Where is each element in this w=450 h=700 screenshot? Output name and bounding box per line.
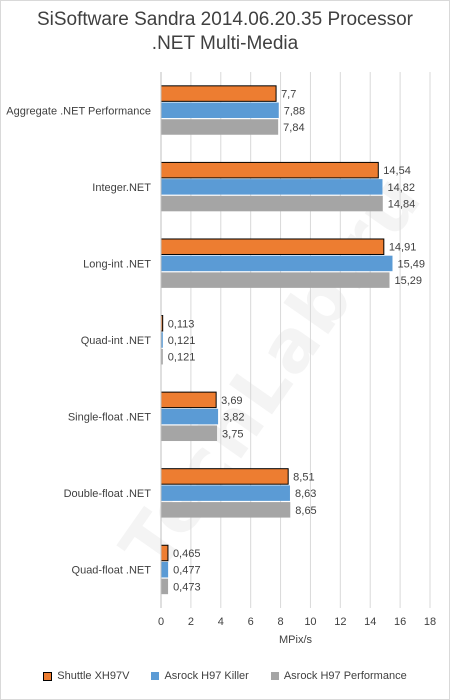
data-label-asrock-h97-performance-single-float-net: 3,75 (222, 428, 243, 440)
data-label-asrock-h97-performance-long-int-net: 15,29 (395, 275, 423, 287)
legend-label-asrock-performance: Asrock H97 Performance (283, 670, 407, 682)
bar-shuttle-xh97v-long-int-net (160, 238, 385, 255)
x-tick-label-12: 12 (334, 616, 346, 628)
x-tick-label-6: 6 (248, 616, 254, 628)
x-axis-title: MPix/s (279, 634, 313, 646)
x-tick-label-16: 16 (394, 616, 406, 628)
x-tick-label-2: 2 (188, 616, 194, 628)
bar-asrock-h97-killer-long-int-net (161, 255, 393, 272)
x-tick-label-0: 0 (158, 616, 164, 628)
legend-item-asrock-performance: Asrock H97 Performance (270, 670, 407, 682)
legend-swatch-shuttle (43, 671, 53, 681)
chart-title-line1: SiSoftware Sandra 2014.06.20.35 Processo… (36, 9, 413, 30)
data-label-asrock-h97-killer-single-float-net: 3,82 (223, 412, 244, 424)
bar-asrock-h97-performance-quad-int-net (161, 348, 163, 365)
category-label-quad-float-net: Quad-float .NET (72, 565, 152, 577)
data-label-asrock-h97-killer-double-float-net: 8,63 (295, 488, 316, 500)
category-label-double-float-net: Double-float .NET (64, 488, 152, 500)
legend-item-shuttle: Shuttle XH97V (43, 670, 129, 682)
data-label-shuttle-xh97v-quad-float-net: 0,465 (173, 548, 201, 560)
bar-asrock-h97-killer-aggregate-net-performance (161, 102, 279, 119)
x-tick-label-4: 4 (218, 616, 224, 628)
legend-swatch-asrock-killer (151, 672, 160, 680)
bar-asrock-h97-performance-single-float-net (161, 425, 218, 442)
bar-asrock-h97-performance-double-float-net (161, 502, 291, 518)
data-label-asrock-h97-killer-long-int-net: 15,49 (397, 258, 425, 270)
x-tick-label-18: 18 (424, 616, 436, 628)
bar-asrock-h97-killer-integer-net (161, 179, 383, 195)
data-label-asrock-h97-performance-double-float-net: 8,65 (295, 505, 316, 517)
legend: Shuttle XH97V Asrock H97 Killer Asrock H… (0, 670, 450, 682)
data-label-asrock-h97-performance-quad-float-net: 0,473 (173, 581, 201, 593)
legend-item-asrock-killer: Asrock H97 Killer (151, 670, 249, 682)
data-label-asrock-h97-killer-integer-net: 14,82 (387, 182, 415, 194)
legend-label-shuttle: Shuttle XH97V (57, 670, 130, 682)
chart-title: SiSoftware Sandra 2014.06.20.35 Processo… (0, 8, 450, 56)
bar-shuttle-xh97v-double-float-net (160, 468, 289, 485)
data-label-shuttle-xh97v-double-float-net: 8,51 (293, 471, 314, 483)
x-tick-label-14: 14 (364, 616, 376, 628)
bar-shuttle-xh97v-single-float-net (160, 391, 217, 409)
legend-label-asrock-killer: Asrock H97 Killer (164, 670, 249, 682)
bar-asrock-h97-killer-single-float-net (161, 408, 219, 425)
data-label-asrock-h97-performance-quad-int-net: 0,121 (168, 352, 196, 364)
chart-title-line2: .NET Multi-Media (151, 33, 299, 54)
x-tick-label-10: 10 (304, 616, 316, 628)
bar-asrock-h97-performance-quad-float-net (161, 578, 169, 595)
data-label-asrock-h97-performance-integer-net: 14,84 (388, 199, 416, 211)
bar-asrock-h97-performance-integer-net (161, 195, 383, 212)
category-label-long-int-net: Long-int .NET (83, 258, 151, 270)
legend-swatch-asrock-performance (270, 672, 279, 680)
bar-shuttle-xh97v-aggregate-net-performance (160, 85, 277, 102)
data-label-asrock-h97-killer-aggregate-net-performance: 7,88 (284, 105, 305, 117)
data-label-shuttle-xh97v-single-float-net: 3,69 (221, 395, 242, 407)
bar-asrock-h97-killer-quad-float-net (161, 561, 169, 578)
category-label-single-float-net: Single-float .NET (68, 412, 151, 424)
bar-shuttle-xh97v-integer-net (160, 161, 379, 179)
bar-asrock-h97-performance-aggregate-net-performance (161, 119, 279, 135)
bar-asrock-h97-killer-double-float-net (161, 485, 290, 501)
data-label-asrock-h97-performance-aggregate-net-performance: 7,84 (283, 122, 304, 134)
bar-asrock-h97-performance-long-int-net (161, 272, 390, 288)
data-label-shuttle-xh97v-long-int-net: 14,91 (389, 242, 417, 254)
bar-shuttle-xh97v-quad-float-net (160, 544, 169, 562)
category-label-quad-int-net: Quad-int .NET (81, 335, 152, 347)
data-label-shuttle-xh97v-aggregate-net-performance: 7,7 (281, 89, 296, 101)
data-label-asrock-h97-killer-quad-int-net: 0,121 (168, 335, 196, 347)
data-label-asrock-h97-killer-quad-float-net: 0,477 (173, 565, 201, 577)
data-label-shuttle-xh97v-quad-int-net: 0,113 (168, 318, 195, 330)
category-label-aggregate-net-performance: Aggregate .NET Performance (6, 105, 151, 117)
bar-asrock-h97-killer-quad-int-net (161, 332, 163, 348)
data-label-shuttle-xh97v-integer-net: 14,54 (383, 165, 411, 177)
x-tick-label-8: 8 (277, 616, 283, 628)
category-label-integer-net: Integer.NET (92, 182, 151, 194)
